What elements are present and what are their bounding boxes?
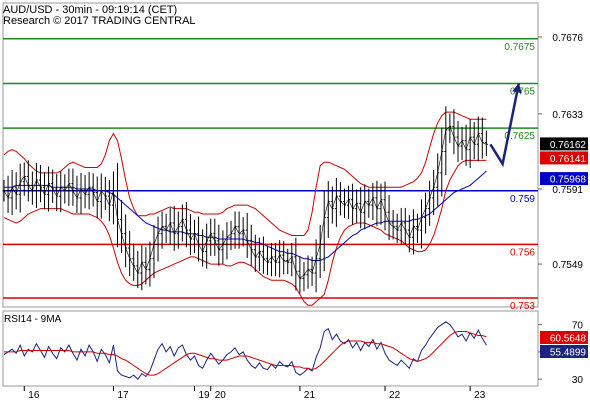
rsi-badge-0-label: 60.5648 (550, 334, 587, 345)
rsi-badge-1-label: 55.4899 (550, 348, 587, 359)
chart-subtitle: Research © 2017 TRADING CENTRAL (3, 15, 196, 27)
bollinger-upper (3, 111, 487, 236)
forecast-arrow-head (512, 83, 522, 94)
bollinger-lower (3, 159, 487, 306)
level-label-0: 0.7675 (504, 42, 535, 53)
x-tick-label-3: 20 (215, 390, 227, 400)
x-tick-label-5: 22 (389, 390, 401, 400)
y-tick-label-2: 0.7591 (552, 185, 583, 196)
price-badge-2-label: 0.75968 (550, 175, 587, 186)
close-line (3, 125, 487, 279)
price-badges: 0.76162 0.76141 0.75968 60.5648 55.4899 (540, 137, 588, 359)
y-tick-label-3: 0.7549 (552, 260, 583, 271)
rsi-panel (2, 310, 539, 387)
price-badge-0 (540, 137, 588, 151)
x-tick-label-4: 21 (304, 390, 316, 400)
price-badge-2 (540, 172, 588, 186)
x-tick-label-0: 16 (28, 390, 40, 400)
x-tick-label-1: 17 (117, 390, 129, 400)
rsi-panel-title: RSI14 - 9MA (4, 314, 62, 325)
rsi-tick-label-0: 70 (572, 321, 584, 332)
chart-title: AUD/USD - 30min - 09:19:14 (CET) (3, 4, 177, 16)
price-badge-1 (540, 151, 588, 165)
x-axis: 16 17 19 20 21 22 23 (23, 386, 486, 400)
price-badge-1-label: 0.76141 (550, 154, 587, 165)
price-badge-0-label: 0.76162 (550, 140, 587, 151)
y-tick-label-1: 0.7633 (552, 110, 583, 121)
rsi-badge-0 (540, 331, 588, 345)
main-chart-layer: 0.7675 0.765 0.7625 0.759 0.756 0.753 0.7676 0.… (2, 33, 583, 312)
main-panel (2, 2, 539, 308)
x-tick-label-6: 23 (474, 390, 486, 400)
level-label-2: 0.7625 (504, 131, 535, 142)
forecast-arrow (489, 83, 521, 168)
level-label-4: 0.756 (510, 247, 535, 258)
level-label-3: 0.759 (510, 194, 535, 205)
x-tick-label-2: 19 (199, 390, 211, 400)
level-label-5: 0.753 (510, 301, 535, 312)
rsi-tick-label-2: 30 (572, 375, 584, 386)
level-label-1: 0.765 (510, 86, 535, 97)
rsi-badge-1 (540, 345, 588, 359)
rsi-series-rsi_ma (4, 331, 487, 376)
y-tick-label-0: 0.7676 (552, 33, 583, 44)
